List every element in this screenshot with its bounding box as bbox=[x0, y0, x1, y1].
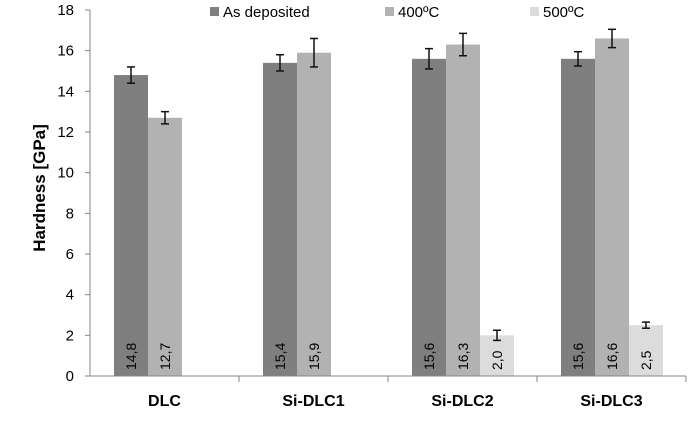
bar bbox=[629, 325, 663, 376]
bars-layer bbox=[114, 28, 663, 377]
y-tick-label: 8 bbox=[66, 205, 74, 222]
legend-swatch bbox=[210, 7, 219, 16]
data-label: 16,6 bbox=[604, 343, 620, 370]
y-tick-label: 18 bbox=[57, 2, 74, 19]
y-tick-label: 16 bbox=[57, 43, 74, 60]
y-tick-label: 12 bbox=[57, 124, 74, 141]
legend: As deposited 400ºC 500ºC bbox=[210, 4, 585, 21]
bar bbox=[561, 58, 595, 377]
bar bbox=[446, 44, 480, 377]
y-tick-label: 2 bbox=[66, 327, 74, 344]
x-category-label: Si-DLC3 bbox=[580, 393, 642, 410]
data-label: 15,6 bbox=[570, 343, 586, 370]
data-label: 15,6 bbox=[421, 343, 437, 370]
data-label: 12,7 bbox=[157, 343, 173, 370]
legend-label: As deposited bbox=[223, 4, 310, 21]
legend-swatch bbox=[385, 7, 394, 16]
labels-layer: 14,8 15,4 15,6 15,6 12,7 15,9 16,3 16,6 2,0 2,5 bbox=[123, 343, 654, 370]
y-tick-label: 10 bbox=[57, 165, 74, 182]
bar bbox=[297, 52, 331, 376]
x-category-label: DLC bbox=[148, 393, 181, 410]
legend-swatch bbox=[530, 7, 539, 16]
data-label: 2,5 bbox=[638, 350, 654, 370]
x-category-label: Si-DLC1 bbox=[282, 393, 344, 410]
y-tick-label: 0 bbox=[66, 368, 74, 385]
bar bbox=[595, 38, 629, 376]
bar bbox=[148, 117, 182, 377]
y-tick-label: 6 bbox=[66, 246, 74, 263]
data-label: 2,0 bbox=[489, 350, 505, 370]
data-label: 14,8 bbox=[123, 343, 139, 370]
legend-label: 500ºC bbox=[543, 4, 585, 21]
data-label: 16,3 bbox=[455, 343, 471, 370]
data-label: 15,4 bbox=[272, 343, 288, 370]
y-axis-title: Hardness [GPa] bbox=[30, 124, 49, 252]
bar bbox=[114, 75, 148, 377]
bar bbox=[412, 58, 446, 377]
x-category-label: Si-DLC2 bbox=[431, 393, 493, 410]
data-label: 15,9 bbox=[306, 343, 322, 370]
bar bbox=[263, 62, 297, 376]
legend-label: 400ºC bbox=[398, 4, 440, 21]
axes-layer: 0 2 4 6 8 10 12 14 16 18 DLC Si-DLC1 Si-DLC2 Si-DLC3 bbox=[57, 2, 687, 410]
y-tick-label: 14 bbox=[57, 83, 74, 100]
bar bbox=[480, 335, 514, 376]
y-tick-label: 4 bbox=[66, 287, 74, 304]
